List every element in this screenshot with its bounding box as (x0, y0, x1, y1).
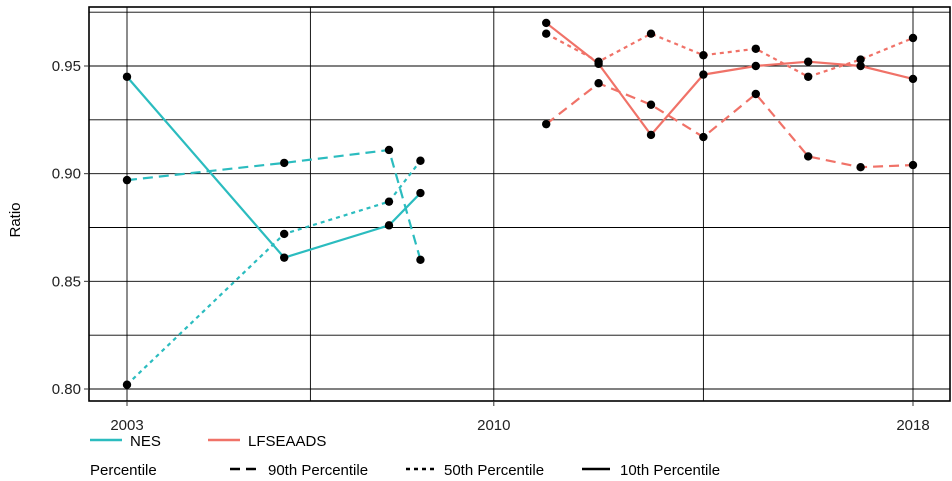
data-point (542, 119, 551, 129)
legend-title: Percentile (90, 462, 157, 479)
x-tick-label: 2018 (896, 417, 929, 434)
series-line (545, 22, 914, 137)
data-point (416, 255, 425, 264)
data-point (594, 59, 603, 69)
data-point (699, 132, 708, 142)
grid-lines (89, 7, 950, 401)
data-point (416, 156, 425, 165)
plot-border (88, 6, 951, 402)
data-point (280, 158, 289, 168)
y-tick-label: 0.95 (52, 58, 81, 75)
legend: NES LFSEAADS Percentile 90th Percentile 50th… (90, 433, 720, 479)
data-point (646, 130, 656, 140)
data-point (751, 89, 760, 99)
data-point (122, 72, 132, 81)
series-line (126, 160, 422, 386)
y-axis-title: Ratio (7, 202, 24, 237)
data-point (646, 29, 656, 38)
legend-label: NES (130, 433, 161, 450)
data-points (122, 18, 918, 389)
data-point (280, 229, 289, 239)
y-tick-label: 0.85 (52, 273, 81, 290)
x-tick-label: 2003 (110, 417, 143, 434)
data-point (646, 100, 656, 109)
legend-label: 50th Percentile (444, 462, 544, 479)
data-point (416, 188, 425, 198)
legend-label: 10th Percentile (620, 462, 720, 479)
data-point (856, 61, 865, 71)
data-point (751, 61, 760, 71)
data-point (384, 145, 394, 155)
data-point (908, 160, 918, 170)
data-point (384, 197, 394, 206)
series-line (545, 32, 914, 78)
data-point (699, 70, 708, 79)
data-point (122, 380, 132, 389)
series-lines (126, 22, 914, 386)
data-point (122, 175, 132, 185)
data-point (542, 29, 551, 38)
legend-label: LFSEAADS (248, 433, 326, 450)
data-point (908, 33, 918, 43)
data-point (751, 44, 760, 53)
data-point (908, 74, 918, 84)
data-point (280, 253, 289, 262)
axis-ticks: 0.80 0.85 0.90 0.95 2003 2010 2018 (52, 58, 930, 434)
data-point (384, 221, 394, 230)
data-point (542, 18, 551, 28)
legend-label: 90th Percentile (268, 462, 368, 479)
data-point (594, 79, 603, 88)
data-point (699, 51, 708, 60)
series-line (126, 76, 422, 259)
data-point (804, 72, 813, 81)
x-tick-label: 2010 (477, 417, 510, 434)
data-point (856, 163, 865, 172)
y-tick-label: 0.90 (52, 166, 81, 183)
y-tick-label: 0.80 (52, 381, 81, 398)
data-point (856, 55, 865, 64)
series-line (126, 148, 422, 261)
data-point (804, 57, 813, 66)
data-point (804, 152, 813, 161)
